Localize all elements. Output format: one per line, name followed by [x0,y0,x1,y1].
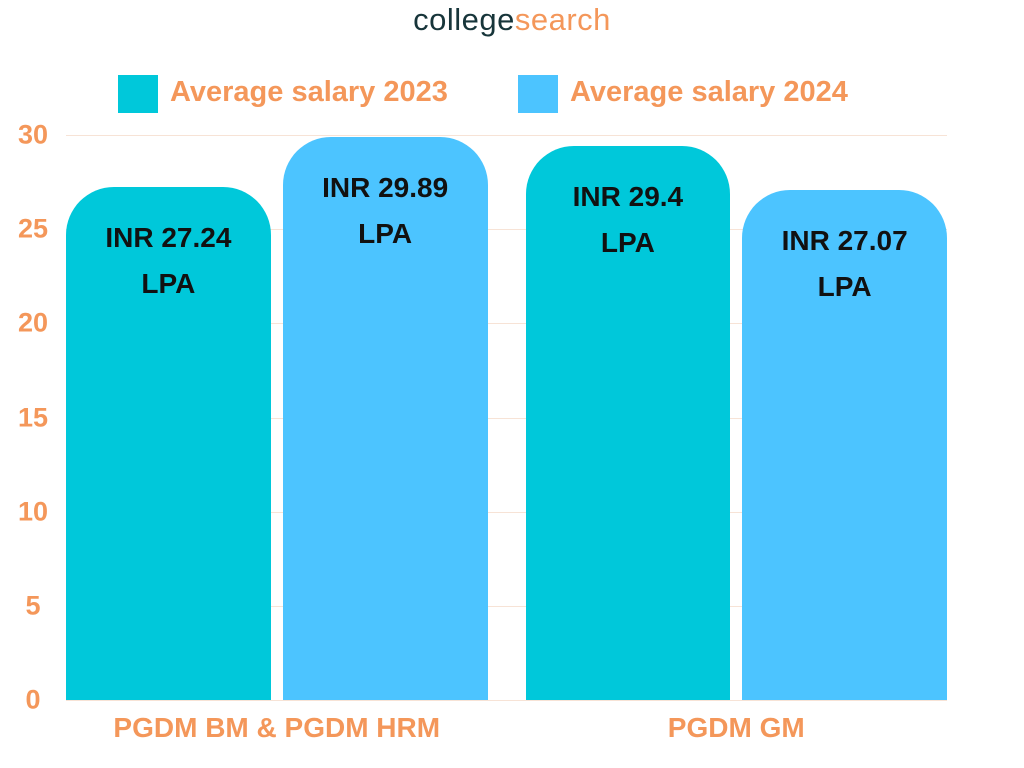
y-tick-label: 0 [25,684,41,715]
y-tick-label: 15 [17,402,49,432]
y-tick-label: 5 [25,590,41,621]
bar [742,190,947,700]
logo-part: search [514,2,611,37]
x-tick-label: PGDM BM & PGDM HRM [113,712,441,743]
grid-line [66,323,947,325]
legend-swatch [518,75,558,113]
y-tick-label: 25 [17,213,49,244]
value-label: INR 27.07 LPA [781,225,908,303]
bar [66,186,271,700]
grid-line [66,700,947,701]
y-tick-label: 20 [17,307,49,338]
grid-line [66,605,947,607]
value-label: INR 27.24 LPA [105,221,232,299]
bar [282,137,488,700]
grid-line [66,135,947,136]
value-label: INR 29.4 LPA [572,181,684,259]
grid-line [66,417,947,419]
grid-line [66,511,947,513]
y-tick-label: 10 [17,496,49,527]
logo-part: college [413,2,515,37]
legend-swatch [118,75,158,113]
logo: collegesearch [0,2,1024,38]
x-tick-label: PGDM GM [667,712,805,743]
grid-line [66,229,947,231]
value-label: INR 29.89 LPA [322,172,449,250]
legend-label: Average salary 2024 [570,76,848,108]
y-tick-label: 30 [17,119,49,150]
legend-label: Average salary 2023 [170,76,448,108]
bar [525,146,731,700]
